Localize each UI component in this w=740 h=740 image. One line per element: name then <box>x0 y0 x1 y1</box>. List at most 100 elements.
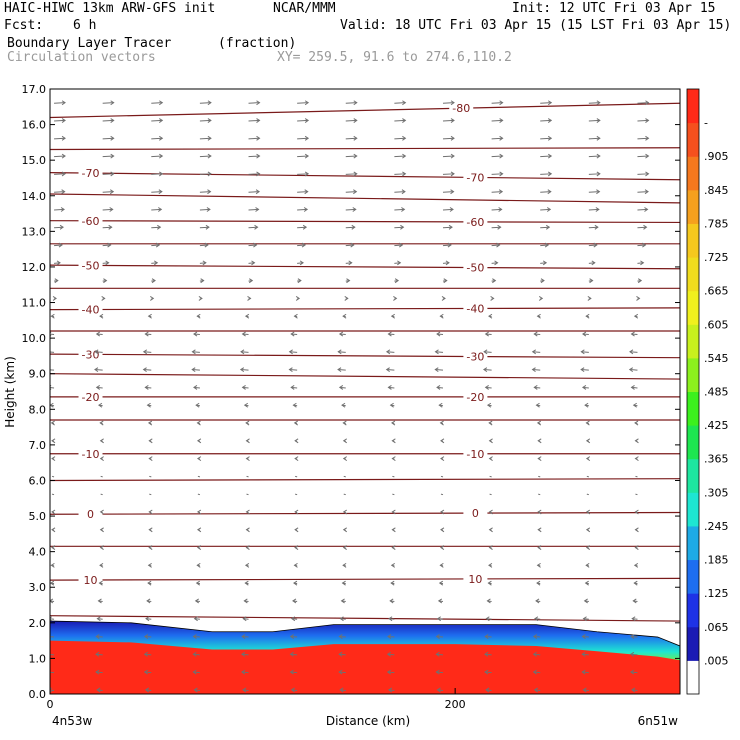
circulation-vector <box>151 207 163 212</box>
vector-head <box>304 153 310 159</box>
y-tick-label: 7.0 <box>29 439 47 452</box>
vector-head <box>61 135 66 141</box>
vector-shaft <box>637 208 648 211</box>
vector-shaft <box>248 226 258 229</box>
vector-head <box>50 598 54 604</box>
circulation-vector <box>629 651 638 657</box>
vector-shaft <box>345 155 357 158</box>
vector-head <box>435 651 440 657</box>
vector-head <box>144 687 150 693</box>
vector-shaft <box>290 653 298 656</box>
contour-label: -30 <box>466 351 484 364</box>
circulation-vector <box>244 562 250 568</box>
vector-head <box>585 562 590 568</box>
colorbar-label: .785 <box>704 217 729 230</box>
circulation-vector <box>102 260 110 266</box>
circulation-vector <box>294 527 299 533</box>
vector-head <box>342 438 348 444</box>
vector-head <box>531 367 536 373</box>
vector-head <box>630 331 635 337</box>
circulation-vector <box>634 509 639 515</box>
circulation-vector <box>540 153 553 159</box>
vector-head <box>387 634 392 639</box>
circulation-vector <box>248 278 254 284</box>
vector-shaft <box>586 493 589 496</box>
vector-shaft <box>442 226 453 229</box>
vector-head <box>533 687 539 693</box>
vector-shaft <box>345 119 357 122</box>
vector-head <box>247 296 252 301</box>
vector-head <box>497 224 502 230</box>
circulation-vector <box>99 420 104 426</box>
vector-head <box>629 669 635 675</box>
colorbar-label: .005 <box>704 654 729 667</box>
circulation-vector <box>241 669 249 675</box>
circulation-vector <box>387 331 395 337</box>
colorbar-segment <box>687 156 699 191</box>
vector-shaft <box>50 653 55 656</box>
vector-shaft <box>54 155 66 158</box>
contour-label-bg <box>463 261 488 274</box>
vector-head <box>295 296 301 301</box>
circulation-vector <box>386 669 395 675</box>
colorbar-segment <box>687 122 699 157</box>
vector-head <box>151 278 156 284</box>
vector-shaft <box>102 244 111 247</box>
vector-head <box>197 509 202 515</box>
circulation-vector <box>635 475 638 478</box>
vector-shaft <box>491 191 503 193</box>
vector-head <box>207 171 212 177</box>
vector-head <box>148 527 153 533</box>
circulation-vector <box>343 475 346 478</box>
vector-head <box>242 616 247 622</box>
vector-head <box>594 224 599 230</box>
circulation-vector <box>584 580 589 586</box>
circulation-vector <box>394 278 400 284</box>
vector-shaft <box>54 173 66 175</box>
y-axis-title: Height (km) <box>3 356 17 427</box>
vector-shaft <box>533 671 541 674</box>
colorbar-frame <box>686 88 700 695</box>
circulation-vector <box>192 651 200 657</box>
vector-shaft <box>582 671 589 674</box>
circulation-vector <box>151 242 161 248</box>
vector-head <box>585 509 591 515</box>
circulation-vector <box>341 580 346 586</box>
circulation-vector <box>387 634 395 639</box>
circulation-vector <box>440 475 444 478</box>
vector-shaft <box>199 244 208 247</box>
vector-shaft <box>436 635 444 638</box>
vector-head <box>584 580 589 586</box>
circulation-vector <box>491 278 497 284</box>
vector-shaft <box>489 493 492 496</box>
vector-head <box>434 349 439 355</box>
vector-head <box>642 242 647 248</box>
vector-head <box>241 651 246 657</box>
vector-head <box>534 616 539 622</box>
circulation-vector <box>51 475 55 478</box>
circulation-vector <box>199 100 212 106</box>
circulation-vector <box>488 313 493 319</box>
vector-shaft <box>54 226 64 229</box>
circulation-vector <box>54 189 66 195</box>
circulation-vector <box>486 402 492 408</box>
vector-shaft <box>54 244 63 247</box>
contour-label-bg <box>78 214 103 227</box>
vector-head <box>353 100 358 106</box>
vector-head <box>148 545 153 550</box>
vector-head <box>581 651 586 657</box>
vector-head <box>589 278 594 284</box>
vector-shaft <box>290 635 298 638</box>
vector-head <box>484 331 489 337</box>
circulation-vector <box>338 669 346 675</box>
circulation-vector <box>50 616 55 622</box>
circulation-vector <box>491 100 504 106</box>
circulation-vector <box>582 331 589 337</box>
circulation-vector <box>197 509 202 515</box>
vector-head <box>583 598 588 604</box>
circulation-vector <box>585 313 590 319</box>
circulation-vector <box>99 562 104 568</box>
vector-shaft <box>345 137 357 140</box>
circulation-vector <box>245 456 250 462</box>
colorbar-label: .185 <box>704 554 729 567</box>
